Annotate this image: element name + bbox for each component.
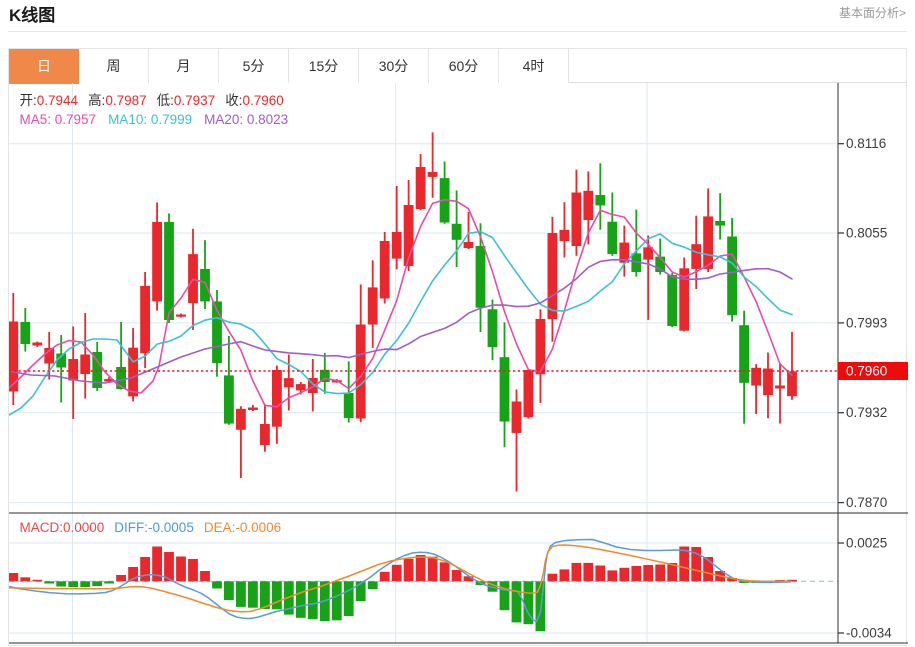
svg-text:0.7960: 0.7960: [846, 364, 887, 379]
svg-text:-0.0034: -0.0034: [846, 626, 892, 641]
svg-text:0.0025: 0.0025: [846, 536, 887, 551]
svg-text:0.7870: 0.7870: [846, 495, 887, 510]
svg-text:0.8055: 0.8055: [846, 226, 887, 241]
svg-text:0.7932: 0.7932: [846, 405, 887, 420]
svg-text:0.8116: 0.8116: [846, 136, 886, 151]
svg-text:0.7993: 0.7993: [846, 315, 887, 330]
